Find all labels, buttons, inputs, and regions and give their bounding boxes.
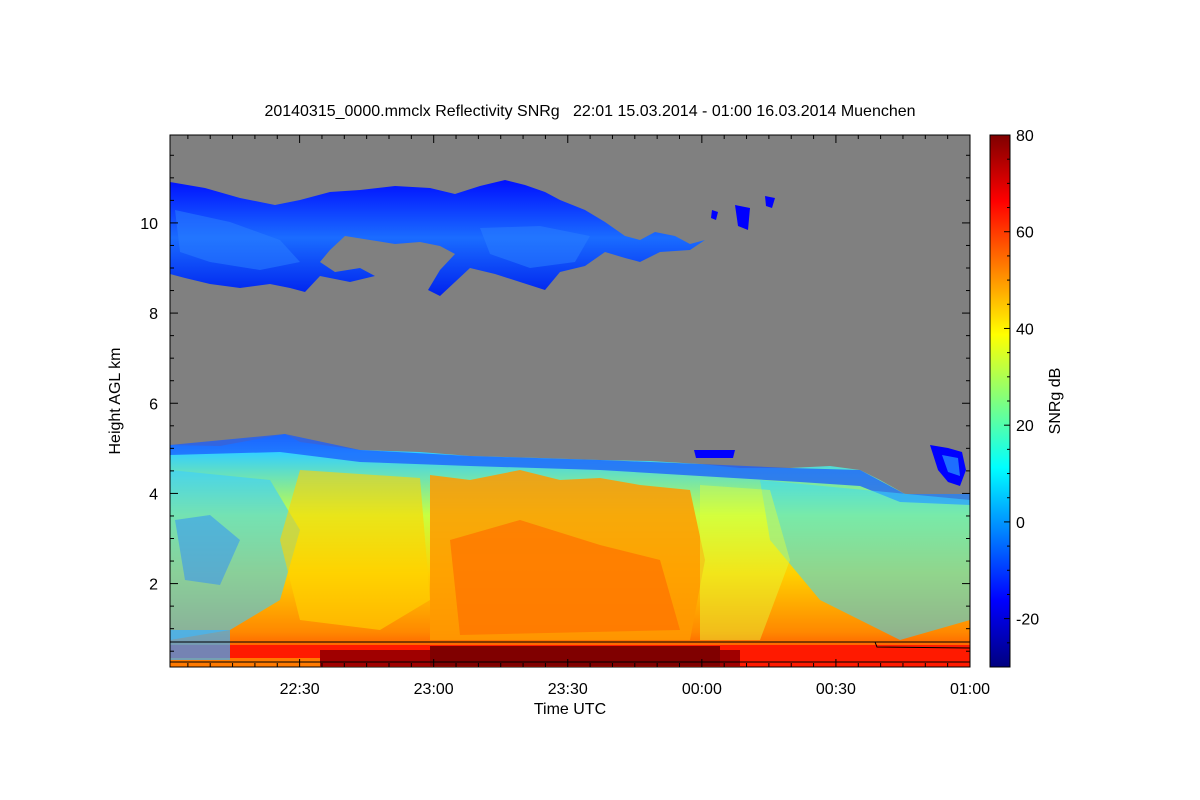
cirrus-layer (170, 180, 966, 486)
plot-frame (169, 134, 971, 668)
x-tick-label: 00:00 (682, 681, 722, 698)
x-tick-label: 22:30 (280, 681, 320, 698)
plot-area (170, 135, 970, 667)
colorbar-axis: 80 60 40 20 0 -20 (1004, 128, 1039, 668)
x-axis-label: Time UTC (534, 701, 606, 718)
x-tick-label: 23:00 (414, 681, 454, 698)
precipitation-layer (170, 434, 970, 667)
colorbar-tick-label: 20 (1016, 418, 1034, 435)
colorbar-tick-label: 40 (1016, 321, 1034, 338)
y-tick-label: 6 (149, 396, 158, 413)
y-tick-label: 4 (149, 486, 158, 503)
y-axis-label: Height AGL km (107, 347, 124, 454)
x-axis: 22:30 23:00 23:30 00:00 00:30 01:00 (187, 135, 990, 698)
colorbar-tick-label: -20 (1016, 612, 1039, 629)
colorbar-tick-label: 0 (1016, 515, 1025, 532)
colorbar-tick-label: 80 (1016, 128, 1034, 145)
y-tick-label: 10 (140, 216, 158, 233)
colorbar-label: SNRg dB (1047, 368, 1064, 435)
chart-title: 20140315_0000.mmclx Reflectivity SNRg 22… (264, 103, 915, 120)
colorbar-tick-label: 60 (1016, 225, 1034, 242)
y-axis: 2 4 6 8 10 (140, 154, 970, 652)
x-tick-label: 00:30 (816, 681, 856, 698)
y-tick-label: 8 (149, 306, 158, 323)
x-tick-label: 01:00 (950, 681, 990, 698)
artifact-line (874, 641, 970, 649)
y-tick-label: 2 (149, 577, 158, 594)
x-tick-label: 23:30 (548, 681, 588, 698)
